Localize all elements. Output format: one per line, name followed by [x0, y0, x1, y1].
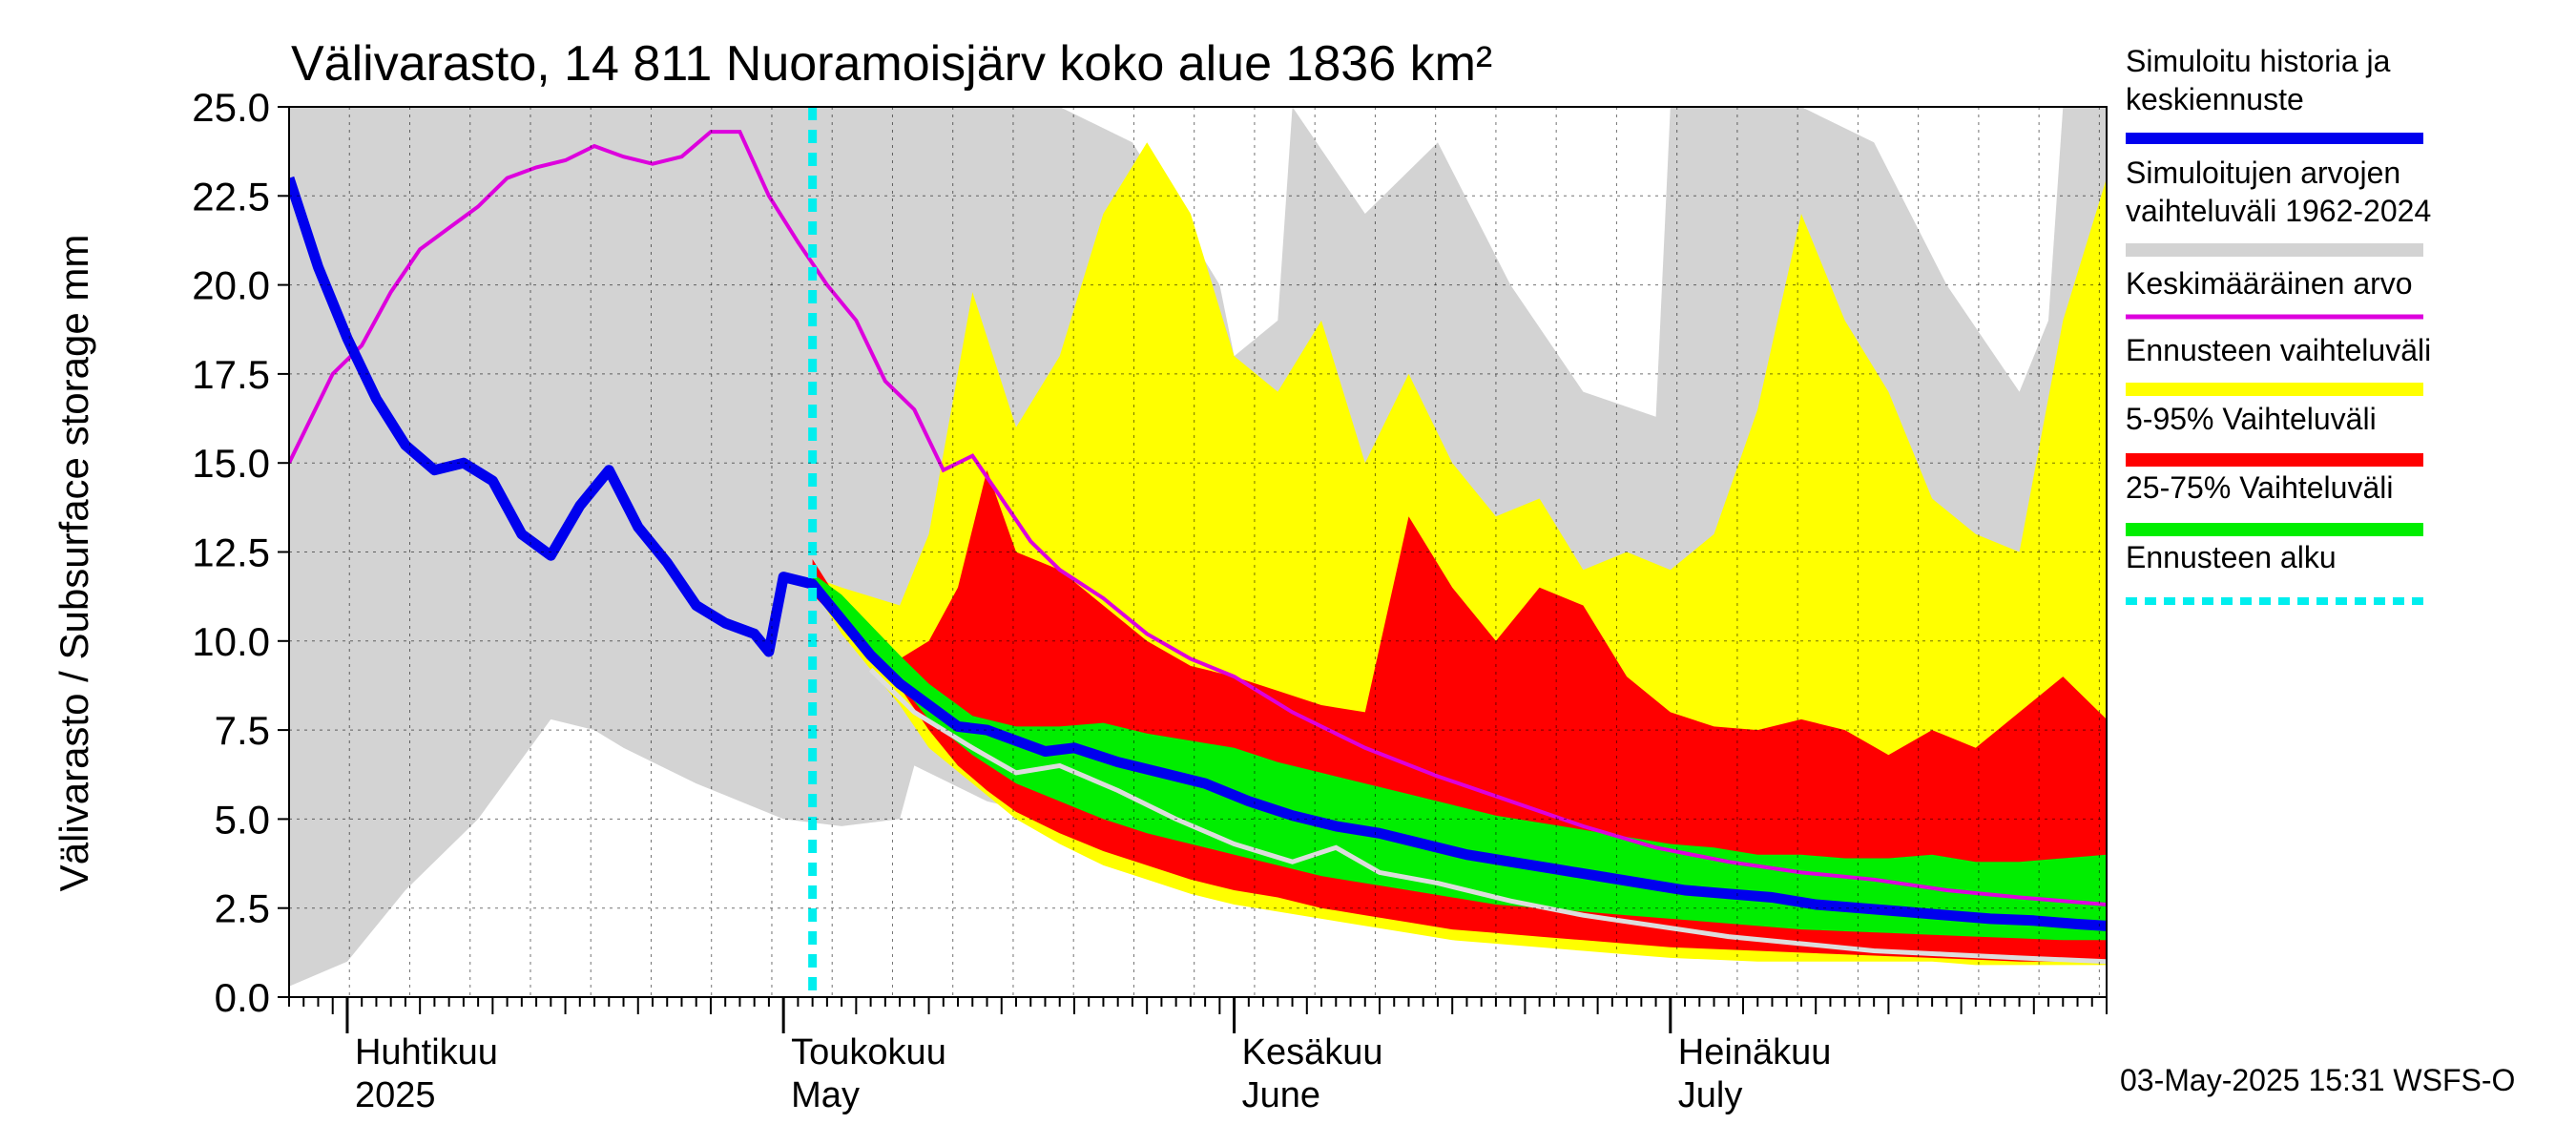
legend: Simuloitu historia ja keskiennusteSimuloi… [2126, 44, 2431, 605]
legend-label-line: Simuloitu historia ja [2126, 44, 2391, 78]
axes: 0.0 2.5 5.0 7.5 10.0 12.5 15.0 17.5 20.0 22.5 25.0… [192, 85, 2108, 1115]
y-tick-label: 25.0 [192, 85, 270, 130]
grid [289, 106, 2107, 998]
month-label-en: June [1242, 1075, 1320, 1115]
legend-label-line: keskiennuste [2126, 82, 2304, 116]
legend-label: Ennusteen alku [2126, 540, 2337, 574]
legend-swatch [2126, 133, 2423, 144]
legend-swatch [2126, 314, 2423, 320]
legend-label: Simuloitu historia ja keskiennuste [2126, 44, 2391, 116]
month-label-fi: Toukokuu [791, 1032, 946, 1072]
legend-swatch [2126, 383, 2423, 396]
month-label-fi: Heinäkuu [1678, 1032, 1832, 1072]
series-group [289, 107, 2107, 997]
y-tick-label: 10.0 [192, 619, 270, 664]
y-tick-label: 5.0 [215, 797, 270, 842]
legend-label: 25-75% Vaihteluväli [2126, 470, 2393, 505]
legend-label: Keskimääräinen arvo [2126, 266, 2413, 301]
y-tick-label: 20.0 [192, 263, 270, 308]
legend-label: Ennusteen vaihteluväli [2126, 333, 2431, 367]
median-forecast-line [289, 176, 2107, 931]
legend-label: Simuloitujen arvojen vaihteluväli 1962-20… [2126, 156, 2431, 228]
mean-line [289, 130, 2107, 906]
month-label-fi: Huhtikuu [355, 1032, 498, 1072]
band-5-95 [812, 469, 2107, 962]
legend-label-line: vaihteluväli 1962-2024 [2126, 194, 2431, 228]
month-label-en: July [1678, 1075, 1743, 1115]
y-tick-label: 2.5 [215, 886, 270, 931]
y-axis-label: Välivarasto / Subsurface storage mm [52, 235, 96, 892]
simulated-white-line [868, 667, 2107, 965]
y-tick-label: 22.5 [192, 174, 270, 219]
legend-label-line: Simuloitujen arvojen [2126, 156, 2400, 190]
legend-swatch [2126, 243, 2423, 257]
band-25-75 [812, 572, 2107, 941]
y-tick-label: 7.5 [215, 708, 270, 753]
footer-timestamp: 03-May-2025 15:31 WSFS-O [2120, 1063, 2515, 1097]
legend-label: 5-95% Vaihteluväli [2126, 402, 2377, 436]
month-label-en: May [791, 1075, 860, 1115]
plot-area [289, 107, 2107, 997]
y-tick-label: 12.5 [192, 531, 270, 575]
legend-swatch [2126, 523, 2423, 536]
y-tick-label: 0.0 [215, 975, 270, 1020]
chart-title: Välivarasto, 14 811 Nuoramoisjärv koko a… [291, 36, 1492, 92]
month-label-en: 2025 [355, 1075, 436, 1115]
legend-swatch [2126, 453, 2423, 467]
month-label-fi: Kesäkuu [1242, 1032, 1383, 1072]
y-tick-label: 15.0 [192, 441, 270, 486]
y-tick-label: 17.5 [192, 352, 270, 397]
